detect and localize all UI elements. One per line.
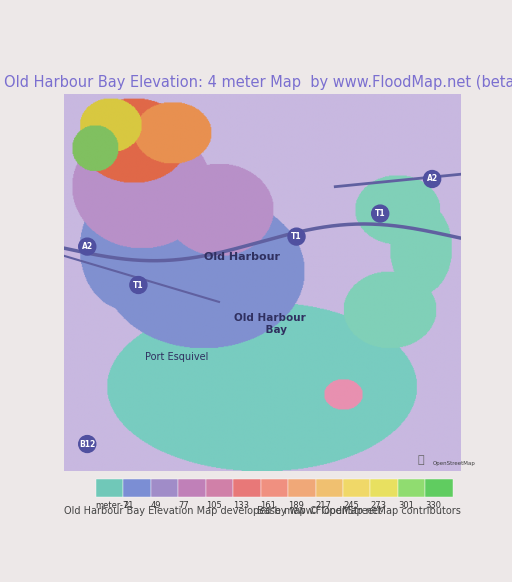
- Circle shape: [79, 238, 96, 255]
- Text: 21: 21: [123, 501, 134, 510]
- Circle shape: [423, 171, 441, 187]
- Text: Base map © OpenStreetMap contributors: Base map © OpenStreetMap contributors: [257, 506, 461, 516]
- Text: 133: 133: [233, 501, 249, 510]
- FancyBboxPatch shape: [371, 480, 398, 497]
- Text: 301: 301: [398, 501, 414, 510]
- Text: T1: T1: [133, 281, 144, 289]
- Text: 49: 49: [151, 501, 161, 510]
- FancyBboxPatch shape: [206, 480, 233, 497]
- Circle shape: [372, 205, 389, 222]
- FancyBboxPatch shape: [96, 480, 123, 497]
- Circle shape: [130, 276, 147, 293]
- Text: 🔍: 🔍: [417, 455, 424, 465]
- Circle shape: [79, 435, 96, 452]
- Text: 189: 189: [288, 501, 304, 510]
- FancyBboxPatch shape: [178, 480, 206, 497]
- Text: 105: 105: [206, 501, 221, 510]
- Text: T1: T1: [375, 209, 386, 218]
- Circle shape: [288, 228, 305, 245]
- Text: Port Esquivel: Port Esquivel: [145, 352, 208, 361]
- Text: 245: 245: [343, 501, 359, 510]
- Text: Old Harbour Bay Elevation Map developed by www.FloodMap.net: Old Harbour Bay Elevation Map developed …: [64, 506, 382, 516]
- FancyBboxPatch shape: [233, 480, 261, 497]
- Text: 217: 217: [315, 501, 331, 510]
- FancyBboxPatch shape: [288, 480, 315, 497]
- Text: Old Harbour Bay Elevation: 4 meter Map  by www.FloodMap.net (beta): Old Harbour Bay Elevation: 4 meter Map b…: [4, 74, 512, 90]
- FancyBboxPatch shape: [151, 480, 178, 497]
- FancyBboxPatch shape: [425, 480, 453, 497]
- Text: 273: 273: [371, 501, 387, 510]
- Text: T1: T1: [291, 232, 302, 241]
- Text: A2: A2: [426, 175, 438, 183]
- Text: OpenStreetMap: OpenStreetMap: [433, 461, 476, 466]
- Text: B12: B12: [79, 439, 95, 449]
- Text: Old Harbour: Old Harbour: [204, 251, 280, 262]
- Text: meter-7: meter-7: [96, 501, 129, 510]
- FancyBboxPatch shape: [123, 480, 151, 497]
- FancyBboxPatch shape: [315, 480, 343, 497]
- Text: 77: 77: [178, 501, 189, 510]
- FancyBboxPatch shape: [343, 480, 371, 497]
- FancyBboxPatch shape: [261, 480, 288, 497]
- Text: A2: A2: [82, 242, 93, 251]
- Text: 161: 161: [261, 501, 276, 510]
- FancyBboxPatch shape: [398, 480, 425, 497]
- Text: Old Harbour
    Bay: Old Harbour Bay: [233, 313, 305, 335]
- Text: 330: 330: [425, 501, 441, 510]
